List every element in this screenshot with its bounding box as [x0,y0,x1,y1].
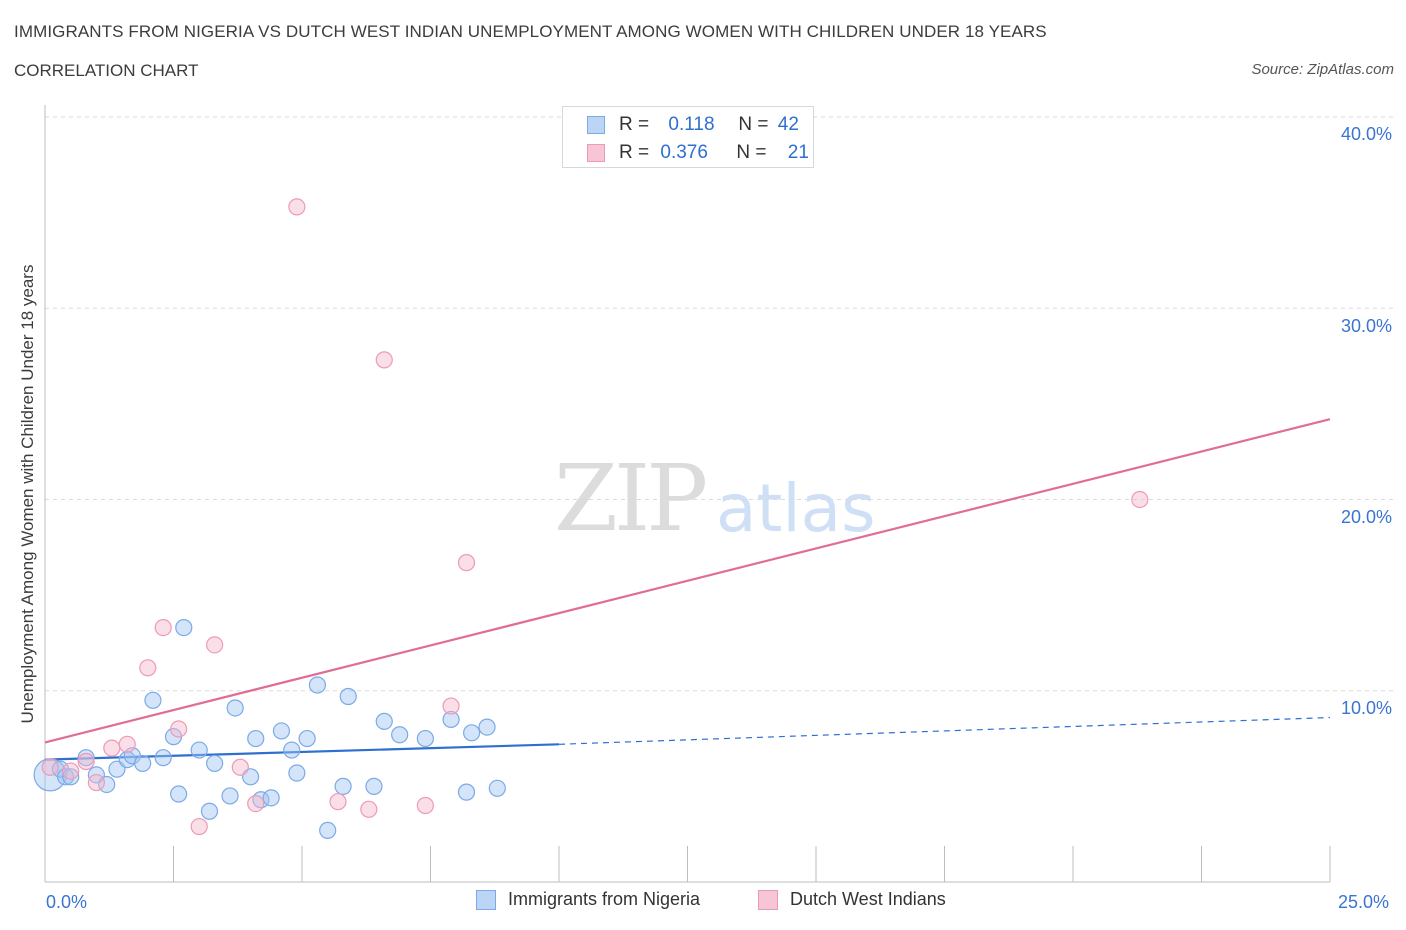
n-label: N = [736,142,772,163]
point-nigeria [457,783,476,801]
point-nigeria [154,749,172,767]
point-nigeria [134,754,152,773]
point-nigeria [391,726,409,744]
point-dutch-west-indians [77,752,95,771]
legend-swatch-blue [587,116,605,134]
y-tick-label: 10.0% [1340,698,1392,718]
watermark-zip: ZIP [554,445,708,552]
legend-swatch-pink [587,144,605,162]
point-nigeria [416,729,434,748]
point-nigeria [375,712,393,730]
legend-label: Dutch West Indians [790,889,946,909]
point-dutch-west-indians [170,720,188,738]
axes [44,105,1331,883]
trend-line-nigeria [44,743,560,761]
stats-legend: R = 0.118 N = 42 R = 0.376 N = 21 [562,106,814,168]
y-tick-label: 20.0% [1340,507,1392,527]
point-dutch-west-indians [457,554,476,572]
point-dutch-west-indians [375,351,393,369]
point-nigeria [206,754,224,773]
point-nigeria [62,768,80,786]
series-legend: Immigrants from Nigeria Dutch West India… [0,889,1406,915]
point-nigeria [463,724,481,742]
point-dutch-west-indians [139,659,157,677]
point-dutch-west-indians [62,762,80,780]
x-tick-label-min: 0.0% [46,892,88,912]
point-nigeria [226,699,244,717]
point-nigeria [77,749,95,767]
r-value: 0.118 [668,114,715,135]
point-nigeria [262,789,280,807]
trend-lines [44,418,1331,761]
legend-swatch-pink [758,889,778,910]
point-nigeria [283,741,301,759]
legend-item-nigeria[interactable]: Immigrants from Nigeria [476,889,700,910]
point-dutch-west-indians [360,800,378,818]
point-nigeria [144,691,162,709]
point-dutch-west-indians [231,758,249,776]
point-dutch-west-indians [190,817,208,836]
r-label: R = [619,142,655,163]
point-nigeria [98,775,116,794]
point-dutch-west-indians [206,636,224,654]
point-nigeria [170,785,188,803]
chart-subtitle: CORRELATION CHART [14,61,199,80]
point-nigeria [272,722,291,740]
point-nigeria [298,729,316,748]
point-nigeria [200,802,219,820]
r-value: 0.376 [660,142,708,163]
n-label: N = [738,114,774,135]
point-dutch-west-indians [442,697,460,715]
point-nigeria [247,729,265,748]
legend-label: Immigrants from Nigeria [508,889,701,909]
point-nigeria [190,741,208,759]
point-dutch-west-indians [247,794,265,813]
x-tick-label-max: 25.0% [1338,892,1390,912]
point-nigeria [221,787,239,805]
r-label: R = [619,114,655,135]
trend-line-nigeria-extrapolated [558,716,1331,745]
gridlines [45,116,1395,692]
chart-title: IMMIGRANTS FROM NIGERIA VS DUTCH WEST IN… [14,22,1047,41]
point-nigeria [288,764,306,782]
watermark-atlas: atlas [716,470,876,547]
point-dutch-west-indians [103,739,121,757]
point-dutch-west-indians [329,793,347,811]
point-dutch-west-indians [416,796,434,815]
point-nigeria [175,619,193,637]
point-dutch-west-indians [87,773,106,792]
point-nigeria [478,718,496,736]
point-nigeria [308,676,327,694]
point-dutch-west-indians [118,735,136,753]
stats-legend-row-nigeria: R = 0.118 N = 42 [587,113,799,137]
point-dutch-west-indians [1131,490,1149,509]
point-dutch-west-indians [41,758,59,776]
n-value: 21 [787,142,809,163]
y-axis-label: Unemployment Among Women with Children U… [18,264,37,724]
point-nigeria [488,779,506,797]
trend-line-dutch-west-indians [44,418,1331,744]
y-tick-label: 30.0% [1340,316,1392,336]
point-dutch-west-indians [154,619,172,637]
data-points [33,198,1149,839]
point-nigeria [442,710,460,729]
legend-swatch-blue [476,889,496,910]
source-label: Source: ZipAtlas.com [1251,61,1394,78]
point-nigeria [365,777,383,795]
legend-item-dutch-west-indians[interactable]: Dutch West Indians [758,889,946,910]
point-nigeria [319,821,337,839]
y-tick-label: 40.0% [1340,124,1392,144]
n-value: 42 [777,114,799,135]
point-dutch-west-indians [288,198,306,216]
point-nigeria [334,777,352,795]
stats-legend-row-dutch: R = 0.376 N = 21 [587,141,809,165]
point-nigeria [339,687,357,706]
